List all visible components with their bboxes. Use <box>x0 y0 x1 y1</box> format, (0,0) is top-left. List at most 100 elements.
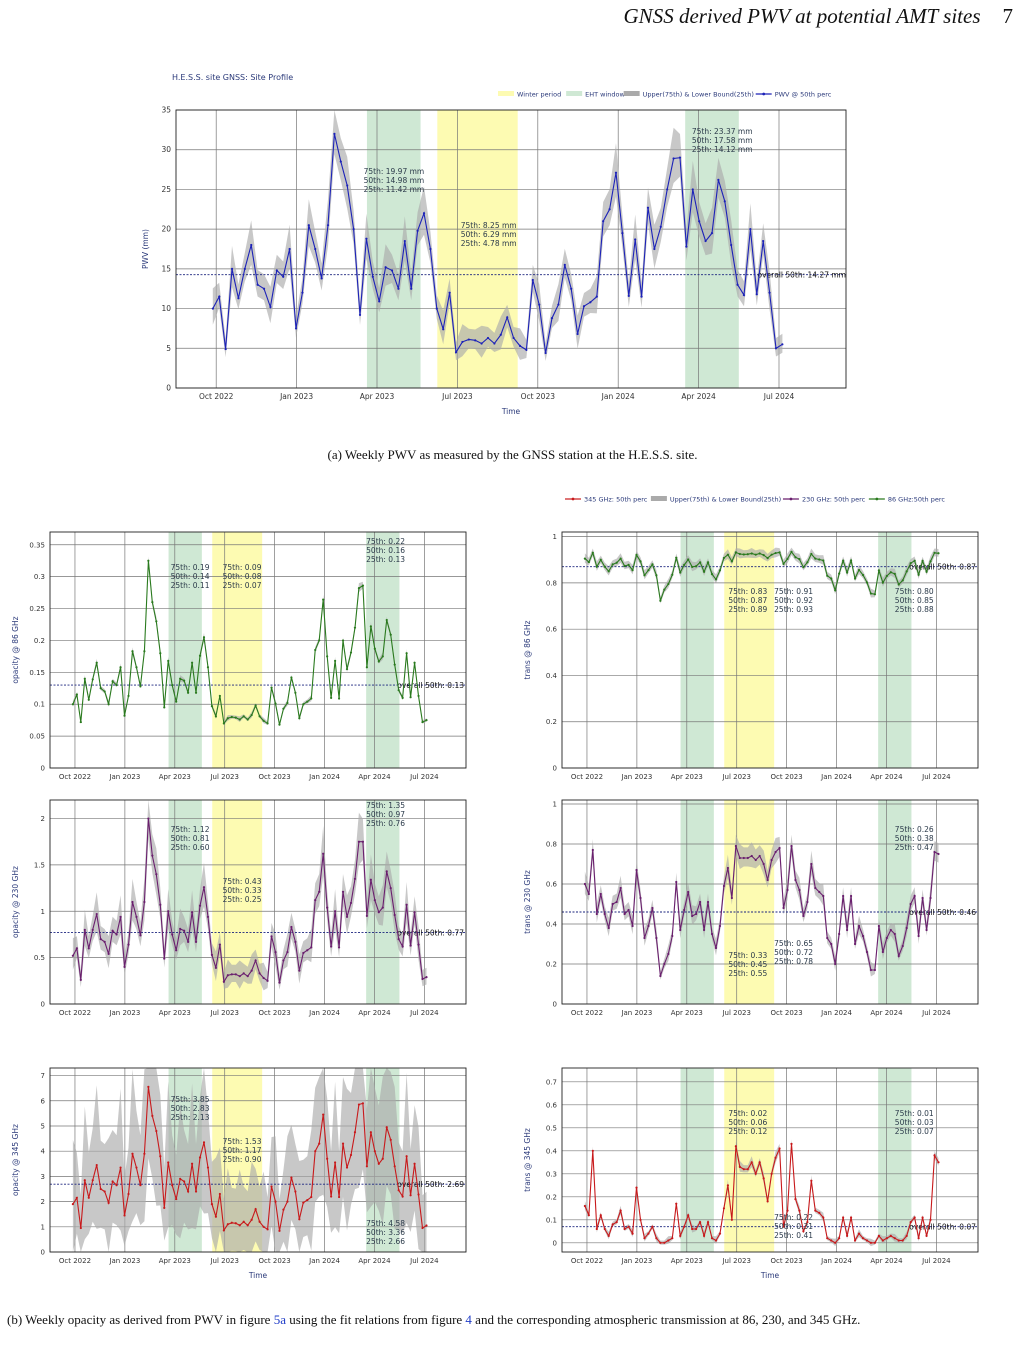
data-point <box>913 559 916 562</box>
stat-annotation: 25th: 0.12 <box>728 1127 767 1136</box>
data-point <box>905 570 908 573</box>
data-point <box>218 943 221 946</box>
data-point <box>403 239 406 243</box>
data-point <box>766 878 769 882</box>
figure-4-link[interactable]: 4 <box>465 1312 472 1327</box>
data-point <box>202 1141 206 1144</box>
stat-annotation: 75th: 1.12 <box>171 825 210 834</box>
data-point <box>326 906 329 909</box>
data-point <box>591 551 594 554</box>
data-point <box>234 973 237 976</box>
percentile-band <box>72 1068 427 1252</box>
x-tick-label: Oct 2023 <box>259 1257 291 1265</box>
data-point <box>127 1192 130 1196</box>
opacity-86-chart: 0 0.05 0.1 0.15 0.2 0.25 0.3 0.35 Oct 2022 Jan 20… <box>11 531 467 781</box>
data-point <box>322 1113 325 1116</box>
data-point <box>218 295 221 298</box>
median-line <box>72 560 427 725</box>
data-point <box>143 650 146 653</box>
data-point <box>746 1168 749 1171</box>
stat-annotation: 50th: 0.97 <box>366 810 405 819</box>
caption-a: (a) Weekly PWV as measured by the GNSS s… <box>327 447 698 462</box>
y-axis-label: trans @ 345 GHz <box>523 1128 532 1192</box>
data-point <box>202 886 206 889</box>
x-tick-label: Jul 2023 <box>721 1009 751 1017</box>
data-point <box>306 700 309 703</box>
data-point <box>274 1200 277 1203</box>
data-point <box>865 950 869 954</box>
data-point <box>254 959 257 962</box>
data-point <box>214 715 218 718</box>
data-point <box>435 307 438 310</box>
data-point <box>651 1225 654 1228</box>
data-point <box>139 685 142 688</box>
x-tick-label: Jan 2024 <box>820 1009 852 1017</box>
caption-b-text2: using the fit relations from figure <box>285 1312 466 1327</box>
data-point <box>544 351 547 355</box>
data-point <box>666 188 669 191</box>
stat-annotation: 25th: 0.76 <box>366 819 405 828</box>
data-point <box>706 900 710 904</box>
data-point <box>210 953 214 956</box>
data-point <box>822 894 825 898</box>
data-point <box>401 696 404 699</box>
data-point <box>230 715 233 719</box>
median-line <box>72 1086 427 1232</box>
y-tick-label: 1.5 <box>34 861 45 869</box>
data-point <box>786 1209 789 1212</box>
data-point <box>326 224 330 227</box>
stat-annotation: 25th: 0.41 <box>774 1231 813 1240</box>
x-tick-label: Apr 2023 <box>360 392 395 401</box>
data-point <box>766 557 769 560</box>
data-point <box>518 344 522 348</box>
percentile-band <box>584 834 939 980</box>
data-point <box>869 968 873 972</box>
legend-swatch <box>623 91 640 96</box>
data-point <box>881 581 884 584</box>
data-point <box>425 976 428 979</box>
data-point <box>314 899 317 902</box>
data-point <box>385 1126 388 1129</box>
data-point <box>417 694 420 698</box>
data-point <box>921 1216 924 1219</box>
y-axis-label: opacity @ 86 GHz <box>11 616 20 683</box>
x-tick-label: Jan 2023 <box>108 773 140 781</box>
data-point <box>905 926 908 930</box>
data-point <box>115 933 118 936</box>
data-point <box>691 1227 694 1231</box>
data-point <box>798 888 801 892</box>
data-point <box>742 1168 745 1171</box>
y-tick-label: 0 <box>166 384 171 393</box>
data-point <box>237 297 240 300</box>
data-point <box>179 1177 182 1181</box>
y-tick-label: 3 <box>41 1173 45 1181</box>
stat-annotation: 50th: 0.08 <box>223 572 262 581</box>
data-point <box>71 1203 74 1206</box>
data-point <box>706 1221 710 1224</box>
figure-5a-link[interactable]: 5a <box>273 1312 286 1327</box>
y-tick-label: 0.2 <box>546 1193 557 1201</box>
data-point <box>710 1237 714 1240</box>
data-point <box>467 338 470 341</box>
y-tick-label: 35 <box>161 106 171 115</box>
data-point <box>587 560 590 564</box>
stat-annotation: 75th: 0.80 <box>895 587 934 596</box>
data-point <box>405 903 408 906</box>
data-point <box>695 912 698 916</box>
data-point <box>425 719 428 722</box>
data-point <box>397 937 400 941</box>
data-point <box>71 703 74 706</box>
stat-annotation: 25th: 0.90 <box>223 1155 262 1164</box>
data-point <box>873 593 877 596</box>
data-point <box>421 977 424 981</box>
eht-band-2 <box>366 532 400 768</box>
data-point <box>405 652 408 655</box>
data-point <box>608 208 611 211</box>
stat-annotation: 50th: 1.17 <box>223 1146 262 1155</box>
data-point <box>619 886 622 890</box>
data-point <box>722 1207 726 1210</box>
y-tick-label: 0 <box>41 765 45 773</box>
data-point <box>167 910 170 913</box>
data-point <box>611 902 614 906</box>
y-tick-label: 0.1 <box>34 701 45 709</box>
